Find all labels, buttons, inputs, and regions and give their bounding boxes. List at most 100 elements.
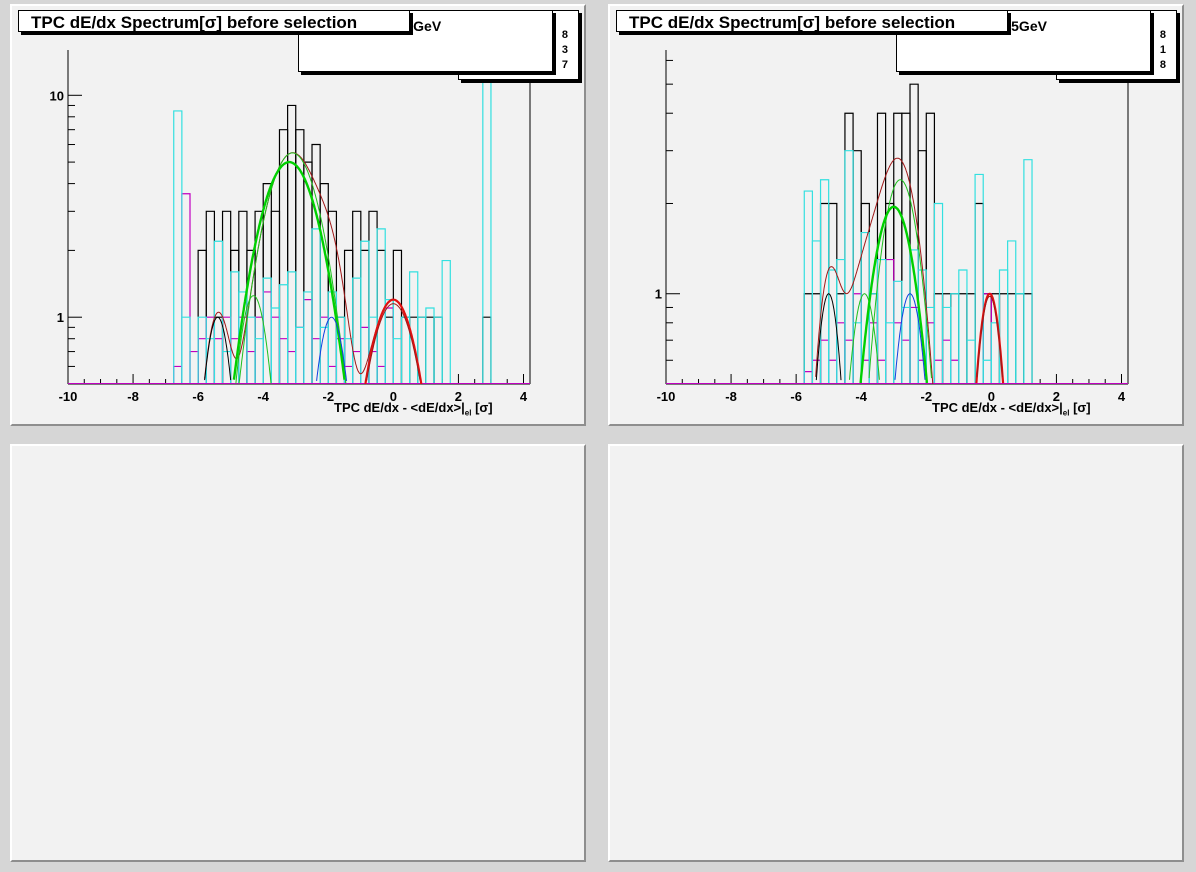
histogram-bin xyxy=(221,210,232,384)
histogram-bin xyxy=(425,316,435,384)
histogram-bin xyxy=(901,306,911,384)
histogram-bin xyxy=(433,316,443,384)
histogram-bin xyxy=(909,306,919,384)
histogram-bin xyxy=(819,339,830,384)
histogram-bin xyxy=(246,316,256,384)
plot-title: TPC dE/dx Spectrum[σ] before selection xyxy=(616,10,1008,32)
x-tick-label: 2 xyxy=(1053,389,1060,404)
histogram-bin xyxy=(254,316,264,384)
x-axis-label: TPC dE/dx - <dE/dx>|el [σ] xyxy=(334,400,493,418)
pad-bottom-right xyxy=(608,444,1184,862)
plot-title: TPC dE/dx Spectrum[σ] before selection xyxy=(18,10,410,32)
x-tick-label: -6 xyxy=(790,389,802,404)
histogram-bin xyxy=(221,316,232,384)
x-tick-label: -10 xyxy=(657,389,676,404)
fit-curve xyxy=(316,316,347,381)
histogram-bin xyxy=(1007,240,1017,384)
fit-curve xyxy=(366,303,421,381)
histogram-bin xyxy=(433,316,443,384)
histogram-bin xyxy=(885,202,895,384)
fit-curve xyxy=(364,298,423,385)
histogram-bin xyxy=(844,339,854,384)
histogram-bin xyxy=(876,258,887,384)
plot-area-2: -10 -8 -6 -4 -2 0 2 4 1 xyxy=(655,50,1129,404)
histogram-bin xyxy=(360,240,370,384)
histogram-bin xyxy=(181,193,191,384)
histogram-bin xyxy=(966,293,976,384)
fit-curve xyxy=(859,205,929,384)
histogram-bin xyxy=(425,307,435,384)
x-tick-label: 0 xyxy=(988,389,995,404)
histogram-bin xyxy=(392,338,403,384)
stats-digit: 7 xyxy=(561,59,568,71)
fit-curve xyxy=(894,293,926,380)
histogram-bin xyxy=(303,299,313,384)
histogram-bin xyxy=(213,338,224,384)
histogram-bin xyxy=(893,112,903,384)
stats-values: 8 3 7 xyxy=(542,28,568,73)
x-tick-label: -4 xyxy=(257,389,269,404)
x-tick-label: -4 xyxy=(855,389,867,404)
y-tick-label: 1 xyxy=(57,310,64,325)
histogram-bin xyxy=(173,365,183,384)
histogram-bin xyxy=(287,350,297,384)
stats-digit: 3 xyxy=(561,44,568,56)
histogram-bin xyxy=(189,350,199,384)
histogram-bin xyxy=(173,110,183,384)
histogram-bin xyxy=(958,293,968,384)
histogram-bin xyxy=(803,190,814,384)
stats-digit: 1 xyxy=(1159,44,1166,56)
histogram-bin xyxy=(205,338,216,384)
pad-bottom-left xyxy=(10,444,586,862)
histogram-bin xyxy=(893,280,903,384)
stats-values: 8 1 8 xyxy=(1140,28,1166,73)
x-tick-label: -2 xyxy=(323,389,335,404)
histogram-bin xyxy=(409,316,419,384)
fit-curve xyxy=(849,293,880,380)
histogram-bin xyxy=(384,316,394,384)
fit-curve xyxy=(238,152,347,384)
fit-curve xyxy=(235,295,272,384)
histogram-bin xyxy=(278,284,289,384)
histogram-bin xyxy=(409,271,419,384)
histogram-bin xyxy=(819,179,830,384)
fit-curve xyxy=(232,160,346,380)
plot-area-1: -10 -8 -6 -4 -2 0 2 4 1 10 xyxy=(50,49,531,404)
histogram-bin xyxy=(828,269,838,384)
histogram-series xyxy=(803,150,1033,384)
histogram-bin xyxy=(1015,293,1025,384)
histogram-bin xyxy=(1015,293,1025,384)
histogram-bin xyxy=(819,202,830,384)
fit-curve xyxy=(868,179,932,379)
histogram-bin xyxy=(213,316,224,384)
histogram-bin xyxy=(327,365,338,384)
histogram-bin xyxy=(852,150,862,384)
fit-curve xyxy=(204,316,232,381)
histogram-bin xyxy=(303,291,313,384)
histogram-bin xyxy=(933,293,944,384)
histogram-bin xyxy=(392,249,403,384)
x-tick-label: 2 xyxy=(455,389,462,404)
x-tick-label: 0 xyxy=(390,389,397,404)
histogram-bin xyxy=(958,269,968,384)
histogram-bin xyxy=(966,339,976,384)
histogram-bin xyxy=(278,338,289,384)
histogram-bin xyxy=(998,269,1009,384)
histogram-bin xyxy=(295,326,305,384)
histogram-bin xyxy=(311,228,321,384)
histogram-series xyxy=(173,49,492,384)
histogram-bin xyxy=(262,291,272,384)
histogram-bin xyxy=(287,271,297,384)
histogram-bin xyxy=(287,104,297,384)
stats-digit: 8 xyxy=(1159,29,1166,41)
histogram-bin xyxy=(343,249,354,384)
histogram-bin xyxy=(950,293,960,384)
fit-curve xyxy=(976,295,1003,378)
histogram-bin xyxy=(384,299,394,384)
histogram-bin xyxy=(246,350,256,384)
histogram-bin xyxy=(319,326,329,384)
x-tick-label: 4 xyxy=(520,389,528,404)
histogram-bin xyxy=(270,307,281,384)
